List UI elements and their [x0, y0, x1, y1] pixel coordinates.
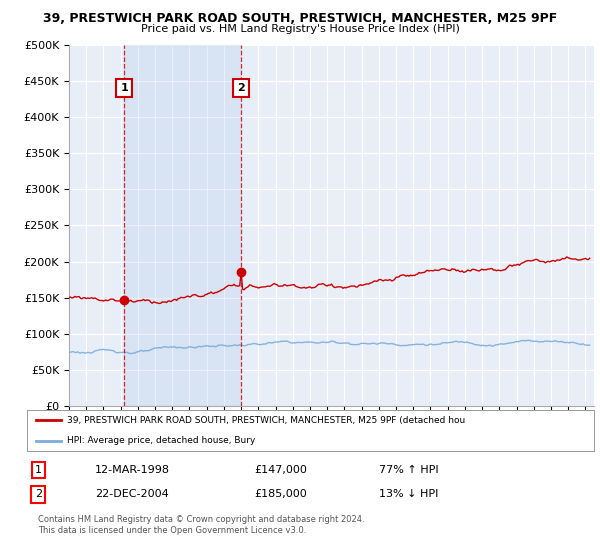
Bar: [124, 45, 241, 406]
Text: 22-DEC-2004: 22-DEC-2004: [95, 489, 169, 499]
Text: 13% ↓ HPI: 13% ↓ HPI: [379, 489, 438, 499]
Text: 1: 1: [35, 465, 42, 475]
Text: 1: 1: [121, 83, 128, 93]
Text: 39, PRESTWICH PARK ROAD SOUTH, PRESTWICH, MANCHESTER, M25 9PF (detached hou: 39, PRESTWICH PARK ROAD SOUTH, PRESTWICH…: [67, 416, 465, 424]
Text: 12-MAR-1998: 12-MAR-1998: [95, 465, 170, 475]
Text: Contains HM Land Registry data © Crown copyright and database right 2024.
This d: Contains HM Land Registry data © Crown c…: [38, 515, 365, 535]
Text: 2: 2: [237, 83, 245, 93]
Text: 39, PRESTWICH PARK ROAD SOUTH, PRESTWICH, MANCHESTER, M25 9PF: 39, PRESTWICH PARK ROAD SOUTH, PRESTWICH…: [43, 12, 557, 25]
Text: 2: 2: [35, 489, 42, 499]
Text: 77% ↑ HPI: 77% ↑ HPI: [379, 465, 438, 475]
Text: Price paid vs. HM Land Registry's House Price Index (HPI): Price paid vs. HM Land Registry's House …: [140, 24, 460, 34]
Text: HPI: Average price, detached house, Bury: HPI: Average price, detached house, Bury: [67, 436, 255, 445]
Text: £185,000: £185,000: [254, 489, 307, 499]
Text: £147,000: £147,000: [254, 465, 307, 475]
